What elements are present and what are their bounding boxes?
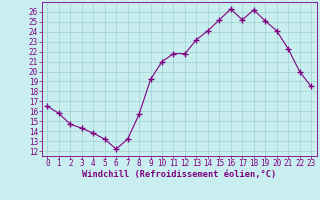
X-axis label: Windchill (Refroidissement éolien,°C): Windchill (Refroidissement éolien,°C) (82, 170, 276, 179)
